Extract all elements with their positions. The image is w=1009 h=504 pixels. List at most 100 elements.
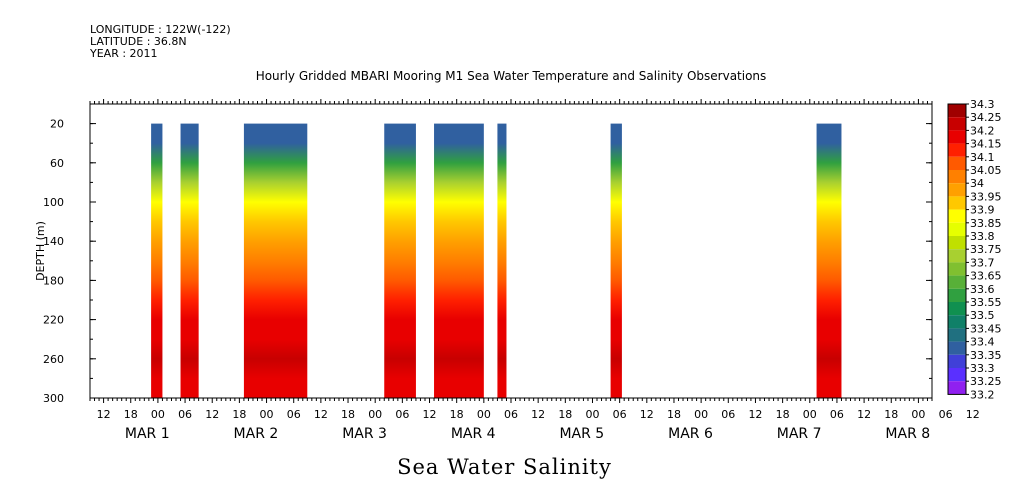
colorbar-label: 33.6	[970, 283, 995, 296]
colorbar-label: 34.15	[970, 138, 1002, 151]
colorbar-label: 33.85	[970, 217, 1002, 230]
colorbar-label: 33.75	[970, 243, 1002, 256]
colorbar-label: 33.7	[970, 256, 995, 269]
colorbar-label: 33.4	[970, 336, 995, 349]
x-hour-tick-label: 06	[395, 408, 409, 421]
colorbar-swatch	[948, 275, 966, 289]
data-segment-1	[151, 123, 163, 398]
y-tick-label: 20	[50, 118, 64, 131]
x-hour-tick-label: 00	[911, 408, 925, 421]
colorbar-swatch	[948, 341, 966, 355]
x-hour-tick-label: 12	[966, 408, 980, 421]
colorbar-swatch	[948, 288, 966, 302]
x-hour-tick-label: 00	[368, 408, 382, 421]
colorbar-label: 33.25	[970, 375, 1002, 388]
year-label: YEAR : 2011	[90, 47, 158, 60]
x-hour-tick-label: 12	[97, 408, 111, 421]
x-hour-tick-label: 06	[287, 408, 301, 421]
y-tick-label: 300	[43, 392, 64, 405]
x-hour-tick-label: 06	[178, 408, 192, 421]
x-hour-tick-label: 00	[151, 408, 165, 421]
x-hour-tick-label: 18	[667, 408, 681, 421]
colorbar-swatch	[948, 236, 966, 250]
x-date-label: MAR 6	[668, 426, 713, 442]
x-hour-tick-label: 00	[585, 408, 599, 421]
colorbar-swatch	[948, 143, 966, 157]
x-hour-tick-label: 00	[260, 408, 274, 421]
x-hour-tick-label: 18	[124, 408, 138, 421]
colorbar-swatch	[948, 302, 966, 316]
colorbar-swatch	[948, 262, 966, 276]
x-hour-tick-label: 12	[640, 408, 654, 421]
colorbar-swatch	[948, 354, 966, 368]
x-hour-tick-label: 18	[232, 408, 246, 421]
latitude-label: LATITUDE : 36.8N	[90, 35, 187, 48]
colorbar-swatch	[948, 196, 966, 210]
x-hour-tick-label: 06	[613, 408, 627, 421]
data-segment-6	[497, 123, 507, 398]
data-segment-2	[180, 123, 199, 398]
y-axis-label: DEPTH (m)	[34, 221, 47, 281]
x-hour-tick-label: 00	[803, 408, 817, 421]
x-hour-tick-label: 06	[504, 408, 518, 421]
x-hour-tick-label: 12	[314, 408, 328, 421]
colorbar-swatch	[948, 209, 966, 223]
longitude-label: LONGITUDE : 122W(-122)	[90, 23, 231, 36]
x-hour-tick-label: 18	[450, 408, 464, 421]
colorbar-label: 33.8	[970, 230, 995, 243]
colorbar-swatch	[948, 328, 966, 342]
x-date-label: MAR 5	[559, 426, 604, 442]
colorbar-label: 34.25	[970, 111, 1002, 124]
x-date-label: MAR 1	[125, 426, 170, 442]
data-segment-7	[610, 123, 622, 398]
y-tick-label: 140	[43, 235, 64, 248]
colorbar-label: 33.45	[970, 322, 1002, 335]
x-date-label: MAR 2	[234, 426, 279, 442]
y-tick-label: 260	[43, 353, 64, 366]
x-date-label: MAR 4	[451, 426, 496, 442]
colorbar-label: 33.95	[970, 190, 1002, 203]
y-tick-label: 180	[43, 274, 64, 287]
x-hour-tick-label: 12	[205, 408, 219, 421]
colorbar-swatch	[948, 222, 966, 236]
colorbar-label: 34	[970, 177, 984, 190]
colorbar-label: 33.2	[970, 388, 995, 401]
colorbar-label: 33.55	[970, 296, 1002, 309]
colorbar-swatch	[948, 170, 966, 184]
x-hour-tick-label: 00	[694, 408, 708, 421]
colorbar-label: 34.1	[970, 151, 995, 164]
colorbar-label: 34.3	[970, 98, 995, 111]
x-date-label: MAR 8	[885, 426, 930, 442]
x-date-label: MAR 3	[342, 426, 387, 442]
colorbar-label: 33.9	[970, 204, 995, 217]
plot-frame	[89, 103, 933, 399]
variable-caption: Sea Water Salinity	[397, 455, 612, 479]
colorbar-label: 33.35	[970, 349, 1002, 362]
colorbar-swatch	[948, 315, 966, 329]
data-segment-3	[243, 123, 308, 398]
x-hour-tick-label: 12	[423, 408, 437, 421]
x-hour-tick-label: 06	[939, 408, 953, 421]
x-hour-tick-label: 18	[341, 408, 355, 421]
colorbar-swatch	[948, 104, 966, 118]
x-hour-tick-label: 18	[776, 408, 790, 421]
x-hour-tick-label: 06	[830, 408, 844, 421]
x-hour-tick-label: 12	[857, 408, 871, 421]
colorbar-swatch	[948, 183, 966, 197]
colorbar-label: 33.65	[970, 270, 1002, 283]
colorbar-swatch	[948, 156, 966, 170]
colorbar-swatch	[948, 117, 966, 131]
colorbar-label: 33.5	[970, 309, 995, 322]
x-hour-tick-label: 06	[721, 408, 735, 421]
x-hour-tick-label: 18	[884, 408, 898, 421]
colorbar-swatch	[948, 381, 966, 395]
colorbar-label: 34.05	[970, 164, 1002, 177]
x-hour-tick-label: 12	[531, 408, 545, 421]
y-tick-label: 100	[43, 196, 64, 209]
y-tick-label: 220	[43, 314, 64, 327]
x-date-label: MAR 7	[777, 426, 822, 442]
colorbar-label: 34.2	[970, 124, 995, 137]
data-segment-8	[816, 123, 842, 398]
chart-title: Hourly Gridded MBARI Mooring M1 Sea Wate…	[256, 69, 767, 83]
